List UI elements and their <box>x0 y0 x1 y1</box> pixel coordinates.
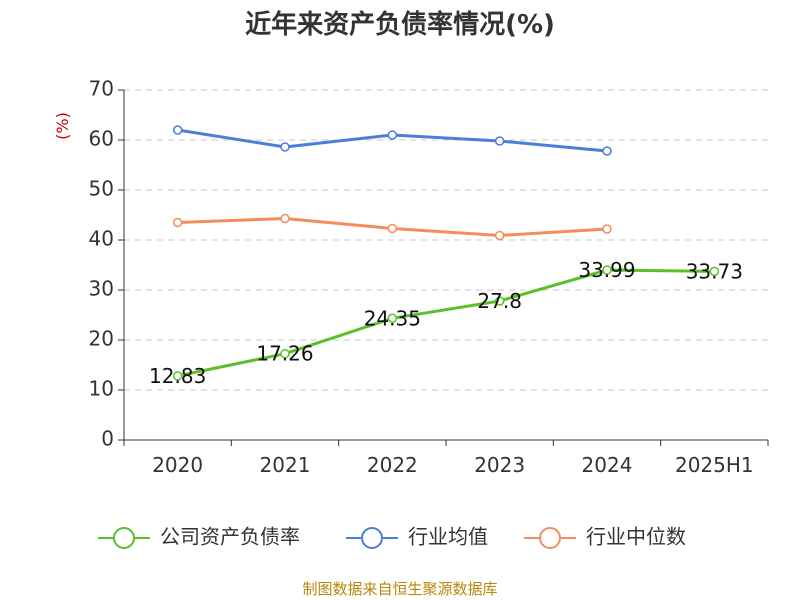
chart-title: 近年来资产负债率情况(%) <box>245 10 555 40</box>
x-tick-label-2022: 2022 <box>367 453 418 477</box>
data-point-s1-2021 <box>280 142 290 152</box>
data-label-2025H1: 33.73 <box>686 259 743 283</box>
data-point-s1-2020 <box>172 125 183 135</box>
y-axis-unit-label: (%) <box>53 112 72 140</box>
x-tick-label-2025H1: 2025H1 <box>675 453 754 477</box>
data-point-s0-2025H1 <box>709 266 720 277</box>
data-point-s0-2021 <box>280 348 290 359</box>
data-point-s0-2022 <box>387 313 398 323</box>
data-point-s1-2023 <box>494 136 505 146</box>
y-tick-label-70: 70 <box>89 77 114 101</box>
data-point-s2-2024 <box>602 224 612 234</box>
grid-lines <box>124 89 768 391</box>
data-label-2020: 12.83 <box>149 364 206 388</box>
legend-marker-2 <box>539 527 561 549</box>
data-point-s0-2023 <box>494 296 505 306</box>
data-point-s2-2023 <box>494 230 505 241</box>
y-tick-label-20: 20 <box>89 327 114 351</box>
legend-label-0: 公司资产负债率 <box>160 525 300 549</box>
data-point-s1-2022 <box>387 130 398 140</box>
y-tick-label-40: 40 <box>89 227 114 251</box>
series-line-0 <box>177 268 715 378</box>
y-tick-label-30: 30 <box>89 277 114 301</box>
data-label-2024: 33.99 <box>578 258 635 282</box>
legend-label-1: 行业均值 <box>408 525 488 549</box>
axes: 0 10 20 30 40 50 60 70 2020 2021 2022 2023 2024 2025H… <box>89 77 769 477</box>
x-tick-label-2024: 2024 <box>582 453 633 477</box>
data-label-2022: 24.35 <box>364 306 421 330</box>
data-point-s0-2024 <box>602 265 612 275</box>
data-label-2021: 17.26 <box>256 342 313 366</box>
legend-label-2: 行业中位数 <box>586 525 686 549</box>
series-lines <box>172 125 720 381</box>
data-point-s1-2024 <box>602 146 612 156</box>
legend: 公司资产负债率 行业均值 行业中位数 <box>98 525 686 549</box>
y-tick-label-60: 60 <box>89 127 114 151</box>
data-labels: 12.83 17.26 24.35 27.8 33.99 33.73 <box>149 258 743 388</box>
data-point-s2-2020 <box>172 217 183 228</box>
y-tick-label-50: 50 <box>89 177 114 201</box>
data-point-s0-2020 <box>172 371 183 381</box>
data-point-s2-2022 <box>387 223 398 234</box>
x-tick-label-2020: 2020 <box>152 453 203 477</box>
y-tick-label-0: 0 <box>101 427 114 451</box>
data-label-2023: 27.8 <box>477 289 522 313</box>
y-tick-label-10: 10 <box>89 377 114 401</box>
legend-marker-0 <box>113 527 135 549</box>
x-tick-label-2023: 2023 <box>474 453 525 477</box>
x-tick-label-2021: 2021 <box>260 453 311 477</box>
data-source-note: 制图数据来自恒生聚源数据库 <box>302 580 498 598</box>
legend-marker-1 <box>361 527 383 549</box>
data-point-s2-2021 <box>280 213 290 224</box>
